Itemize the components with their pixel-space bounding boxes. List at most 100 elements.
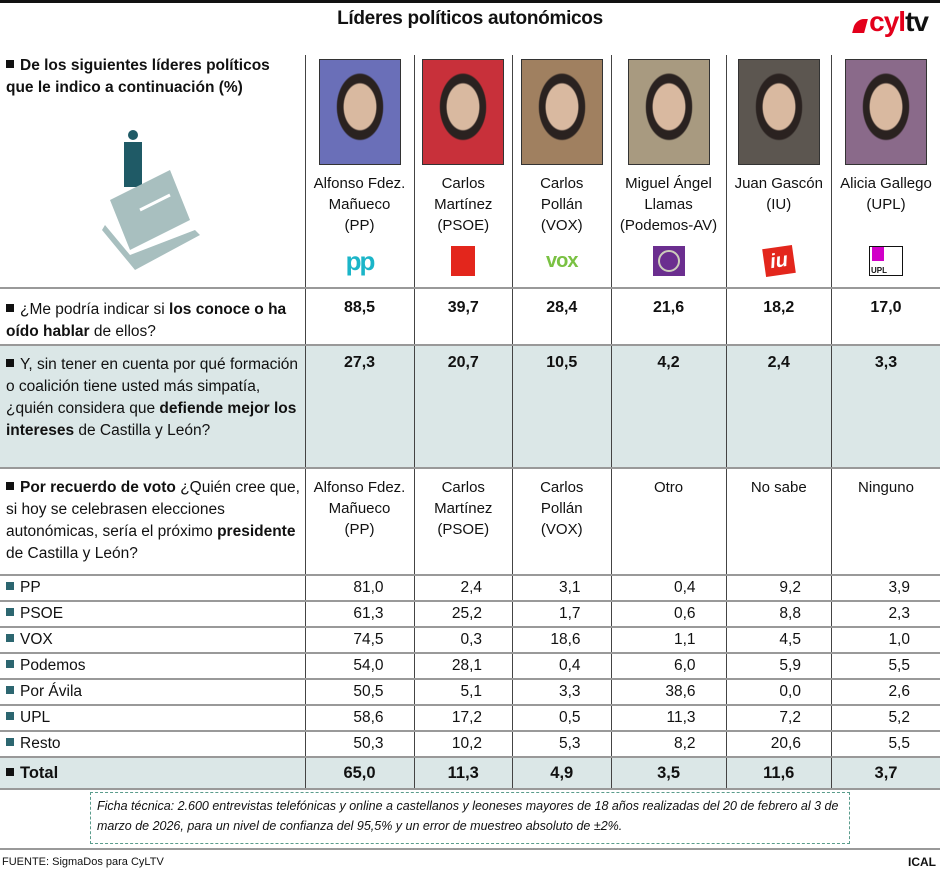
q2-value: 2,4 [725,345,832,469]
leader-name-line: (VOX) [540,217,583,234]
row-label: Por Ávila [0,679,305,706]
leader-name-line: Mañueco [328,196,391,213]
cell-value: 65,0 [304,757,415,790]
q3-option: Carlos Pollán (VOX) [512,468,612,576]
cell-value: 0,0 [725,679,832,706]
q3-option-line: Ninguno [858,479,914,496]
leader-name-line: Juan Gascón [734,175,823,192]
cell-value: 6,0 [610,653,727,680]
q3-option: Alfonso Fdez. Mañueco (PP) [304,468,415,576]
leader-name-line: Miguel Ángel [625,175,712,192]
q1-row: ¿Me podría indicar si los conoce o ha oí… [0,288,940,346]
cell-value: 3,5 [610,757,727,790]
page-title: Líderes políticos autonómicos [337,8,603,29]
q2-value: 20,7 [413,345,513,469]
cyltv-mark-icon [852,19,869,33]
cell-value: 0,4 [512,653,612,680]
leader-column-4: Juan Gascón (IU) iu [725,55,832,289]
top-rule [0,0,940,3]
q3-option-line: Martínez [434,500,493,517]
table-row: Resto 50,3 10,2 5,3 8,2 20,6 5,5 [0,731,940,758]
q3-option-line: No sabe [750,479,807,496]
q1-value: 39,7 [413,288,513,346]
q1-value: 18,2 [725,288,832,346]
q2-value: 27,3 [304,345,415,469]
leader-name-line: (Podemos-AV) [619,217,718,234]
table-row: Total 65,0 11,3 4,9 3,5 11,6 3,7 [0,757,940,790]
q1-value: 17,0 [830,288,940,346]
table-row: PP 81,0 2,4 3,1 0,4 9,2 3,9 [0,575,940,602]
cell-value: 0,5 [512,705,612,732]
leader-column-0: Alfonso Fdez. Mañueco (PP) pp [304,55,415,289]
cell-value: 58,6 [304,705,415,732]
q3-option-line: (PP) [344,521,375,538]
leader-column-3: Miguel Ángel Llamas (Podemos-AV) [610,55,727,289]
cell-value: 17,2 [413,705,513,732]
q1-value: 28,4 [512,288,612,346]
cell-value: 2,6 [830,679,940,706]
cell-value: 2,4 [413,575,513,602]
cell-value: 25,2 [413,601,513,628]
cell-value: 8,2 [610,731,727,758]
q3-option-line: Alfonso Fdez. [313,479,406,496]
q3-option: Otro [610,468,727,576]
cell-value: 11,6 [725,757,832,790]
q3-option-line: Otro [653,479,684,496]
leader-column-2: Carlos Pollán (VOX) vox [512,55,612,289]
leader-name-line [836,215,936,236]
leader-name-line: Alfonso Fdez. [313,175,406,192]
leader-name-line: Llamas [644,196,693,213]
leader-name-line: Carlos [540,175,584,192]
cell-value: 54,0 [304,653,415,680]
row-label: Podemos [0,653,305,680]
cell-value: 10,2 [413,731,513,758]
cell-value: 74,5 [304,627,415,654]
cell-value: 3,9 [830,575,940,602]
leader-photo [520,59,603,165]
cell-value: 4,9 [512,757,612,790]
leader-column-5: Alicia Gallego (UPL) UPL [830,55,940,289]
cell-value: 5,2 [830,705,940,732]
cell-value: 5,1 [413,679,513,706]
table-row: Por Ávila 50,5 5,1 3,3 38,6 0,0 2,6 [0,679,940,706]
cell-value: 2,3 [830,601,940,628]
q3-option: Carlos Martínez (PSOE) [413,468,513,576]
upl-logo: UPL [868,246,903,276]
leader-photo [737,59,820,165]
q3-option-line: Carlos [540,479,584,496]
cell-value: 4,5 [725,627,832,654]
row-label: PP [0,575,305,602]
q3-option-line: Pollán [540,500,583,517]
psoe-logo [446,246,480,276]
cell-value: 0,6 [610,601,727,628]
iu-logo: iu [761,245,796,277]
cell-value: 50,3 [304,731,415,758]
leader-name-line: Pollán [540,196,583,213]
row-label: Resto [0,731,305,758]
row-label: Total [0,757,305,790]
cell-value: 0,3 [413,627,513,654]
cell-value: 3,7 [830,757,940,790]
q3-row: Por recuerdo de voto ¿Quién cree que, si… [0,468,940,576]
q2-row: Y, sin tener en cuenta por qué formación… [0,345,940,469]
cell-value: 28,1 [413,653,513,680]
cell-value: 11,3 [610,705,727,732]
row-label: VOX [0,627,305,654]
cell-value: 20,6 [725,731,832,758]
leader-photo [422,59,505,165]
q1-value: 88,5 [304,288,415,346]
bottom-rule [0,848,940,850]
leader-name-line: (PSOE) [437,217,490,234]
pp-logo: pp [345,245,376,276]
q3-option: No sabe [725,468,832,576]
ficha-tecnica: Ficha técnica: 2.600 entrevistas telefón… [90,792,850,844]
agency-credit: ICAL [908,855,936,869]
q2-value: 10,5 [512,345,612,469]
source-text: FUENTE: SigmaDos para CyLTV [2,856,164,868]
table-row: VOX 74,5 0,3 18,6 1,1 4,5 1,0 [0,627,940,654]
leader-photo [844,59,927,165]
table-row: Podemos 54,0 28,1 0,4 6,0 5,9 5,5 [0,653,940,680]
leader-name-line: (IU) [766,196,792,213]
podemos-logo [652,246,686,276]
leader-name-line: Carlos [441,175,485,192]
